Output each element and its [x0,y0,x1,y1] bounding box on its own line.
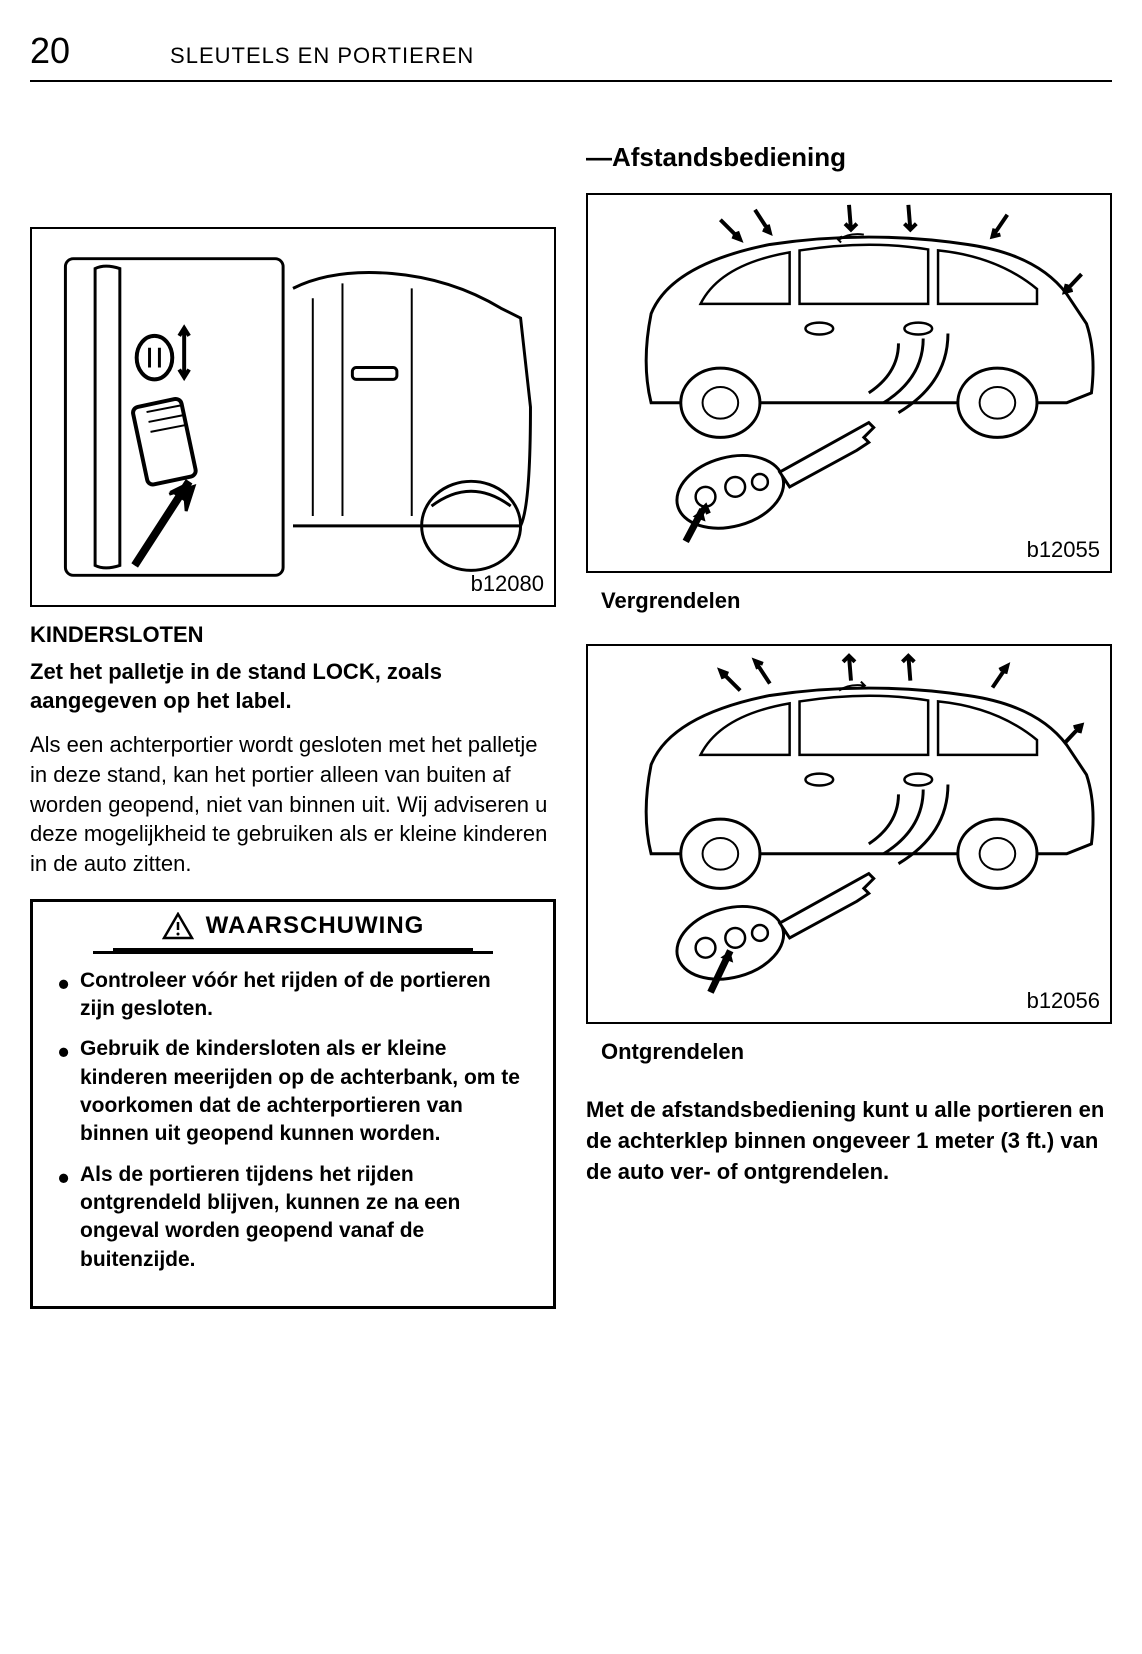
body-text-left: Als een achterportier wordt gesloten met… [30,730,556,878]
section-title: SLEUTELS EN PORTIEREN [170,43,474,69]
child-lock-diagram [32,229,554,605]
warning-box: WAARSCHUWING Controleer vóór het rijden … [30,899,556,1309]
figure-ref: b12080 [471,571,544,597]
right-column: —Afstandsbediening [586,142,1112,1309]
warning-title: WAARSCHUWING [206,912,425,940]
left-column: b12080 KINDERSLOTEN Zet het palletje in … [30,142,556,1309]
warning-list: Controleer vóór het rijden of de portier… [53,967,533,1274]
page-header: 20 SLEUTELS EN PORTIEREN [30,30,1112,72]
header-rule [30,80,1112,82]
warning-item: Gebruik de kindersloten als er kleine ki… [58,1035,528,1148]
warning-header: WAARSCHUWING [113,904,473,951]
figure-caption-unlock: Ontgrendelen [586,1039,1112,1065]
heading-afstandsbediening: —Afstandsbediening [586,142,1112,173]
figure-unlock: b12056 [586,644,1112,1024]
remote-lock-diagram [588,195,1110,571]
figure-lock: b12055 [586,193,1112,573]
page-number: 20 [30,30,70,72]
remote-body-text: Met de afstandsbediening kunt u alle por… [586,1095,1112,1187]
warning-item: Controleer vóór het rijden of de portier… [58,967,528,1024]
figure-child-lock: b12080 [30,227,556,607]
figure-ref: b12055 [1027,537,1100,563]
instruction-text: Zet het palletje in de stand LOCK, zoals… [30,658,556,715]
figure-caption-lock: Vergrendelen [586,588,1112,614]
warning-item: Als de portieren tijdens het rijden ontg… [58,1161,528,1274]
subheading-kindersloten: KINDERSLOTEN [30,622,556,648]
content-columns: b12080 KINDERSLOTEN Zet het palletje in … [30,142,1112,1309]
warning-triangle-icon [162,912,194,940]
figure-ref: b12056 [1027,988,1100,1014]
remote-unlock-diagram [588,646,1110,1022]
